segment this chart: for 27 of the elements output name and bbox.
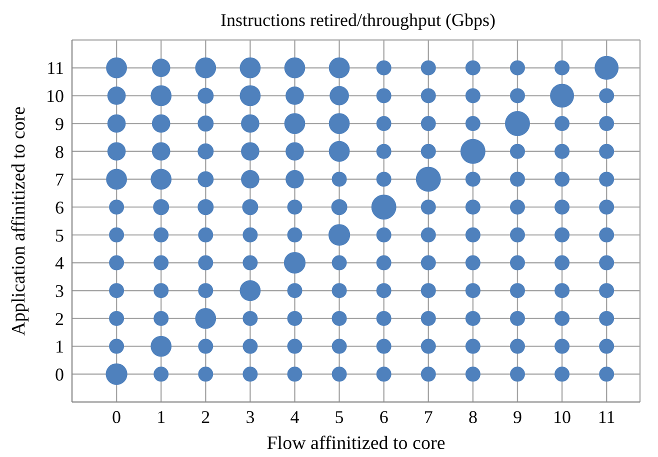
chart-title: Instructions retired/throughput (Gbps) bbox=[220, 10, 496, 30]
x-tick-label: 4 bbox=[290, 406, 300, 427]
y-tick-label: 10 bbox=[46, 86, 64, 106]
x-tick-label: 8 bbox=[468, 406, 478, 427]
x-tick-label: 9 bbox=[512, 406, 522, 427]
y-tick-label: 7 bbox=[55, 170, 64, 190]
x-tick-label: 6 bbox=[379, 406, 388, 427]
y-tick-label: 6 bbox=[55, 197, 64, 218]
y-tick-label: 5 bbox=[55, 225, 64, 246]
x-tick-label: 11 bbox=[598, 406, 616, 427]
y-axis-title: Application affinitized to core bbox=[8, 106, 30, 336]
x-tick-label: 3 bbox=[246, 406, 255, 427]
x-tick-label: 2 bbox=[201, 406, 210, 427]
y-tick-label: 1 bbox=[55, 336, 64, 357]
x-tick-label: 10 bbox=[553, 406, 572, 427]
y-tick-label: 0 bbox=[55, 364, 64, 385]
x-tick-label: 5 bbox=[334, 406, 344, 427]
y-tick-label: 11 bbox=[46, 58, 64, 78]
y-tick-label: 9 bbox=[55, 114, 64, 134]
y-tick-label: 4 bbox=[55, 253, 64, 274]
x-tick-label: 7 bbox=[424, 406, 433, 427]
x-tick-label: 0 bbox=[112, 406, 122, 427]
x-tick-label: 1 bbox=[156, 406, 166, 427]
y-tick-label: 8 bbox=[55, 142, 64, 162]
y-tick-label: 3 bbox=[55, 281, 64, 302]
y-tick-label: 2 bbox=[55, 308, 64, 329]
x-axis-title: Flow affinitized to core bbox=[266, 433, 446, 454]
